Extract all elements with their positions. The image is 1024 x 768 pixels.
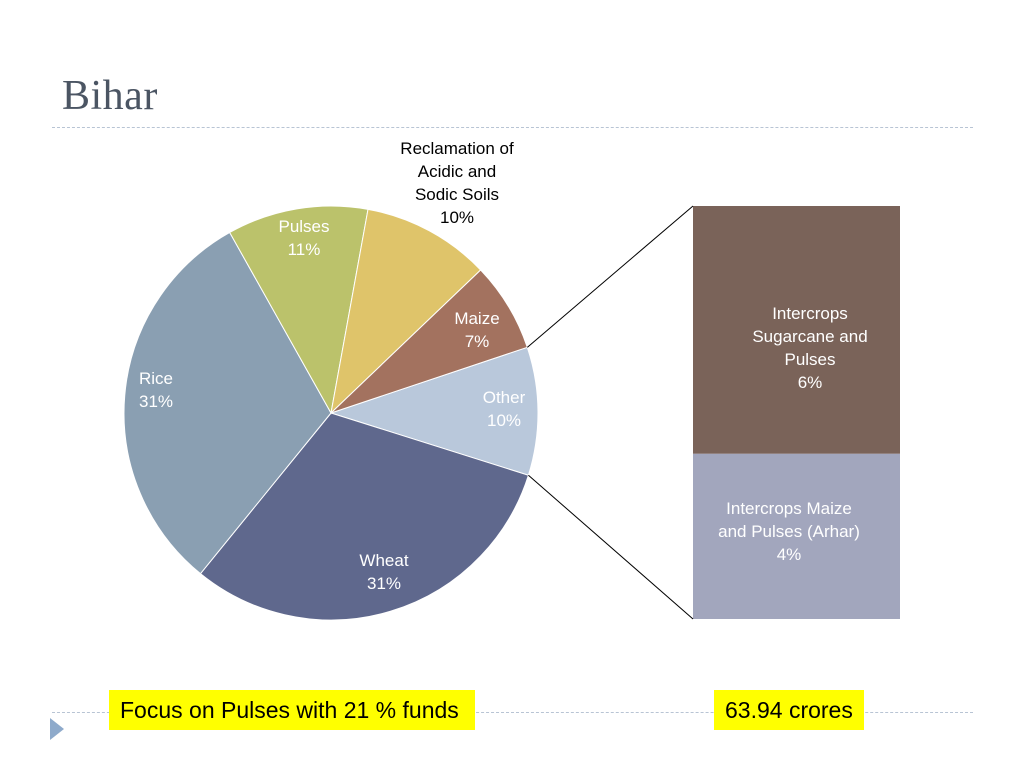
title-divider (52, 127, 973, 128)
bullet-arrow-icon (50, 718, 64, 740)
pie-label-rice: Rice 31% (139, 369, 173, 411)
bar-label-intercrops-maize-and-pulses-arhar: Intercrops Maize and Pulses (Arhar) 4% (718, 499, 860, 564)
focus-highlight-text: Focus on Pulses with 21 % funds (109, 690, 475, 730)
connector-line-top (526, 205, 694, 348)
bar-segment-intercrops-sugarcane-and-pulses (693, 206, 900, 454)
slide-title: Bihar (62, 73, 158, 119)
pie-slice-reclamation-of-acidic-and-sodic-soils (330, 208, 482, 415)
pie-label-other: Other 10% (483, 388, 526, 430)
pie-slice-rice (123, 231, 332, 575)
footer-divider (52, 712, 973, 713)
pie-slice-pulses (229, 205, 369, 415)
pie-label-maize: Maize 7% (454, 309, 499, 351)
bar-segment-intercrops-maize-and-pulses-arhar (693, 453, 900, 619)
pie-label-wheat: Wheat 31% (359, 551, 408, 593)
pie-slice-other (329, 346, 539, 476)
amount-highlight-text: 63.94 crores (714, 690, 864, 730)
pie-slice-wheat (199, 412, 530, 621)
connector-line-bottom (528, 474, 694, 620)
bar-label-intercrops-sugarcane-and-pulses: Intercrops Sugarcane and Pulses 6% (752, 304, 867, 392)
pie-label-pulses: Pulses 11% (278, 217, 329, 259)
pie-label-reclamation-of-acidic-and-sodic-soils: Reclamation of Acidic and Sodic Soils 10% (400, 139, 514, 227)
